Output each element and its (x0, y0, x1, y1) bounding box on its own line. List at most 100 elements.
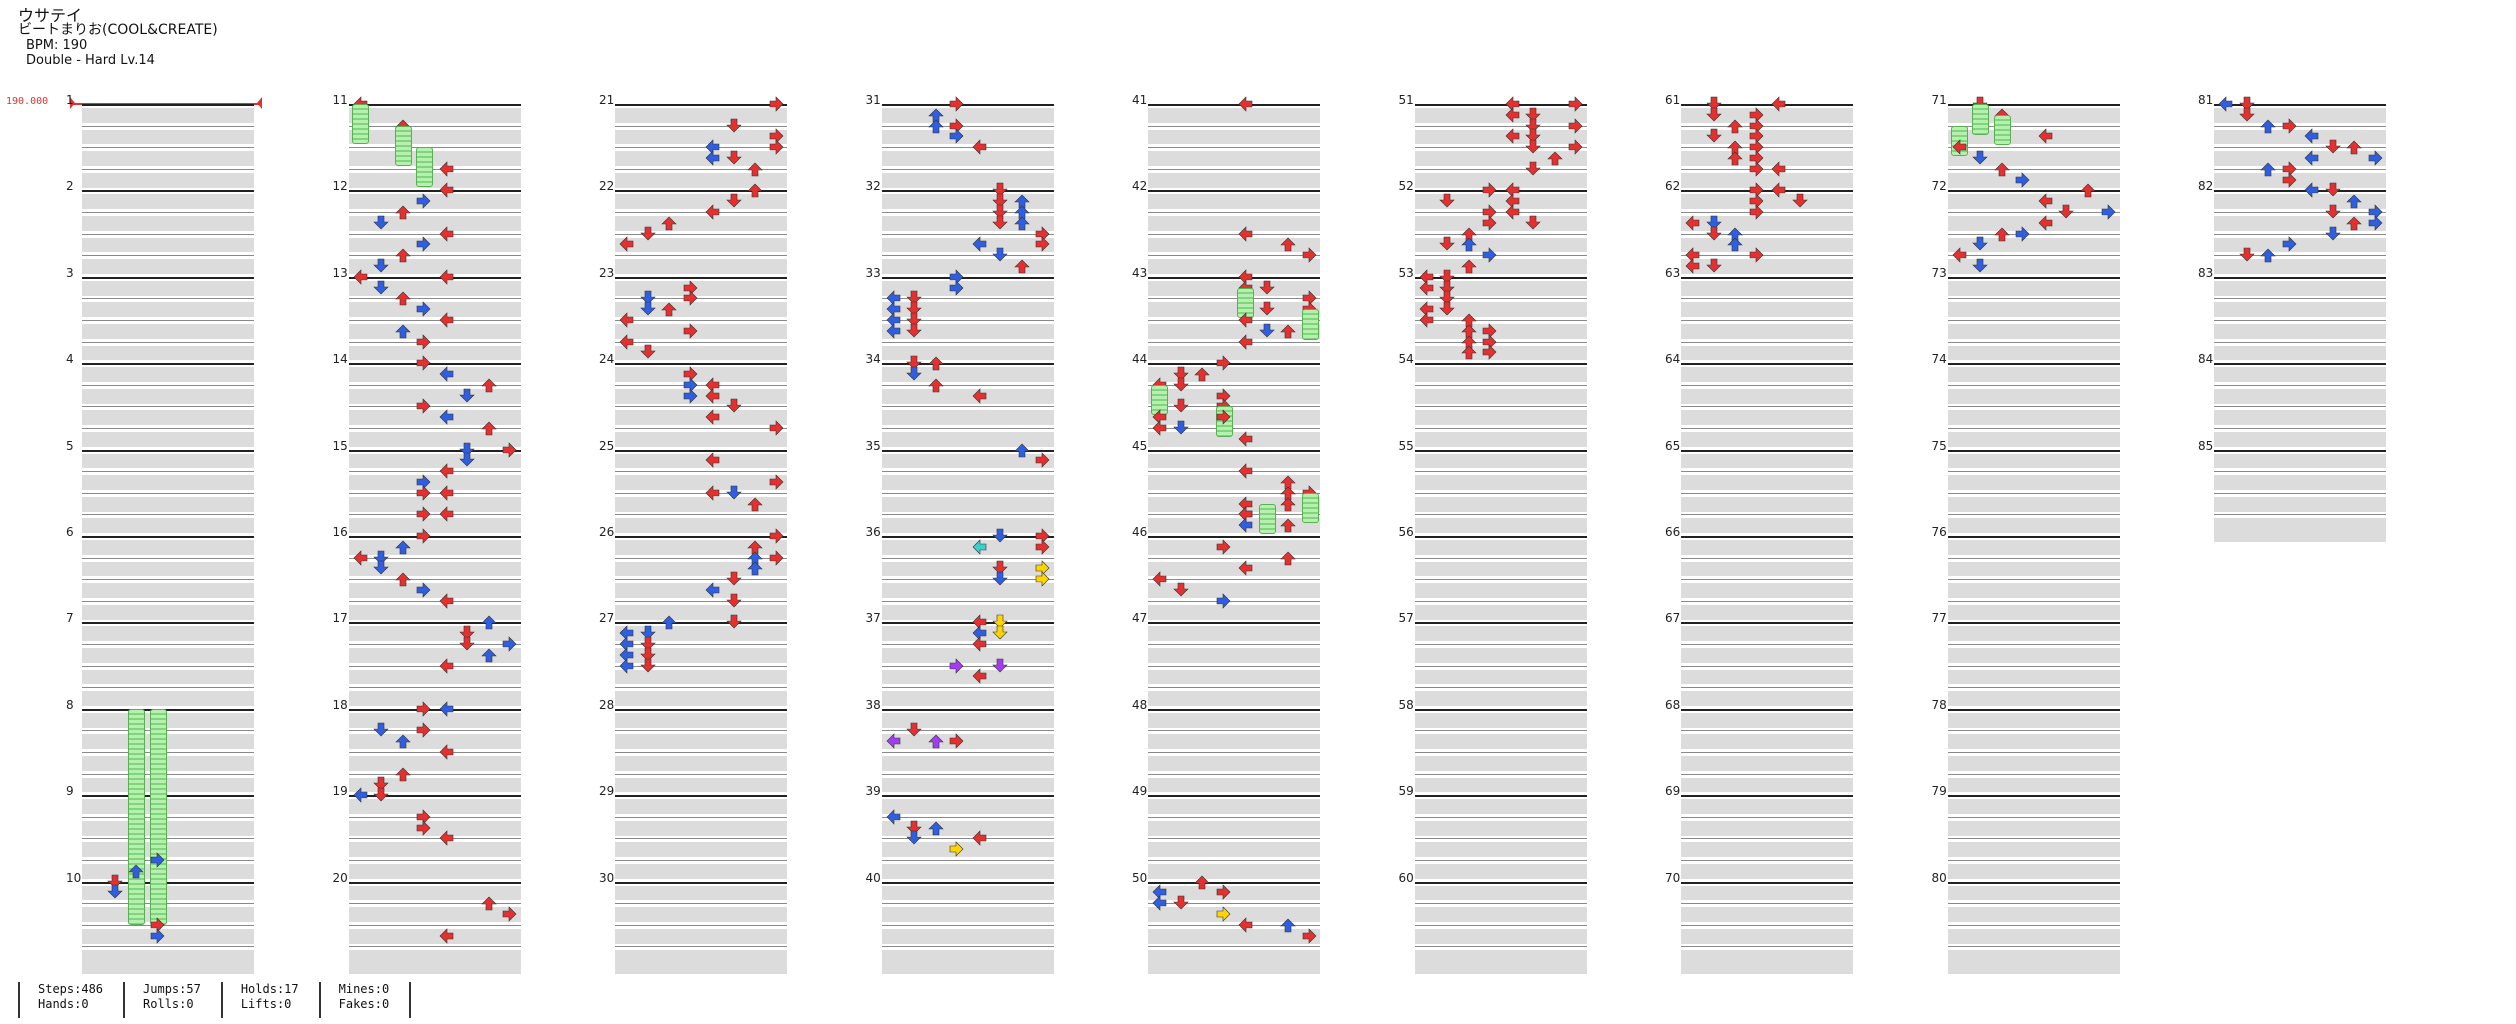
beat-line (615, 298, 787, 300)
right-arrow-icon (1216, 539, 1230, 555)
measure-line (348, 708, 521, 711)
beat-line (1414, 665, 1587, 667)
left-arrow-icon (619, 312, 634, 328)
left-arrow-icon (1238, 96, 1253, 112)
beat-band (1947, 820, 2120, 836)
beat-band (348, 885, 521, 901)
right-arrow-icon (2015, 225, 2030, 242)
beat-band (82, 669, 254, 685)
measure-number: 40 (865, 870, 881, 885)
beat-line (1947, 665, 2120, 667)
right-arrow-icon (1482, 182, 1497, 199)
measure-number: 33 (865, 265, 881, 280)
right-arrow-icon (949, 841, 964, 857)
beat-band (615, 691, 787, 706)
bpm-label: BPM: 190 (26, 38, 88, 53)
beat-line (1414, 860, 1587, 861)
beat-line (1148, 600, 1320, 602)
beat-line (348, 600, 521, 602)
beat-band (1414, 842, 1587, 858)
hold-note (394, 125, 412, 166)
left-arrow-icon (439, 744, 453, 760)
beat-band (615, 648, 787, 663)
measure-number: 59 (1398, 784, 1414, 799)
beat-band (2214, 216, 2386, 231)
left-arrow-icon (972, 139, 986, 155)
beat-band (82, 799, 254, 814)
beat-line (82, 471, 254, 473)
measure-number: 45 (1132, 438, 1148, 453)
measure-line (1414, 708, 1587, 711)
beat-line (1414, 406, 1587, 408)
beat-band (615, 583, 787, 598)
down-arrow-icon (1439, 237, 1455, 251)
up-arrow-icon (2346, 140, 2362, 155)
down-arrow-icon (373, 723, 389, 737)
down-arrow-icon (1705, 215, 1722, 230)
beat-line (2214, 233, 2386, 235)
measure-line (881, 104, 1054, 106)
right-arrow-icon (683, 387, 697, 404)
beat-band (1148, 734, 1320, 750)
up-arrow-icon (747, 497, 763, 511)
beat-line (1681, 752, 1853, 753)
measure-line (2214, 363, 2386, 366)
beat-line (1148, 924, 1320, 926)
beat-band (1148, 172, 1320, 188)
down-arrow-icon (906, 323, 922, 338)
left-arrow-icon (439, 409, 453, 425)
measure-number: 28 (599, 697, 615, 712)
beat-band (881, 734, 1054, 750)
beat-band (1681, 367, 1853, 382)
right-arrow-icon (416, 193, 431, 209)
beat-band (615, 194, 787, 210)
down-arrow-icon (992, 571, 1008, 586)
left-arrow-icon (705, 409, 720, 425)
measure-number: 80 (1931, 870, 1947, 885)
beat-band (1414, 324, 1587, 339)
left-arrow-icon (705, 150, 720, 166)
beat-band (881, 108, 1054, 123)
down-arrow-icon (1705, 226, 1722, 241)
beat-band (348, 324, 521, 339)
beat-line (82, 773, 254, 775)
left-arrow-icon (439, 701, 453, 717)
measure-line (82, 363, 254, 366)
down-arrow-icon (906, 355, 922, 370)
beat-line (1148, 255, 1320, 257)
beat-line (1414, 579, 1587, 581)
right-arrow-icon (1035, 539, 1050, 555)
beat-line (1947, 579, 2120, 581)
left-arrow-icon (705, 452, 720, 469)
measure-number: 5 (66, 438, 74, 453)
down-arrow-icon (1705, 258, 1722, 273)
beat-band (881, 626, 1054, 642)
beat-band (1681, 280, 1853, 296)
left-arrow-icon (972, 830, 986, 847)
beat-line (1414, 644, 1587, 645)
measure-number: 1 (66, 93, 74, 107)
beat-band (615, 626, 787, 642)
down-arrow-icon (1972, 96, 1988, 111)
beat-line (881, 816, 1054, 818)
measure-number: 32 (865, 179, 881, 194)
beat-band (1414, 691, 1587, 706)
down-arrow-icon (2058, 204, 2074, 219)
up-arrow-icon (2260, 162, 2276, 177)
right-arrow-icon (416, 701, 431, 717)
column-end-band (348, 956, 521, 974)
beat-band (1148, 496, 1320, 512)
measure-number: 22 (599, 179, 615, 194)
beat-line (1681, 903, 1853, 905)
up-arrow-icon (661, 216, 677, 231)
right-arrow-icon (416, 722, 431, 739)
beat-line (881, 341, 1054, 343)
measure-line (1414, 104, 1587, 106)
beat-line (1148, 471, 1320, 473)
measure-line (1414, 536, 1587, 538)
beat-band (881, 604, 1054, 620)
beat-band (1148, 216, 1320, 231)
up-arrow-icon (480, 615, 497, 630)
down-arrow-icon (725, 485, 742, 500)
right-arrow-icon (769, 474, 783, 490)
